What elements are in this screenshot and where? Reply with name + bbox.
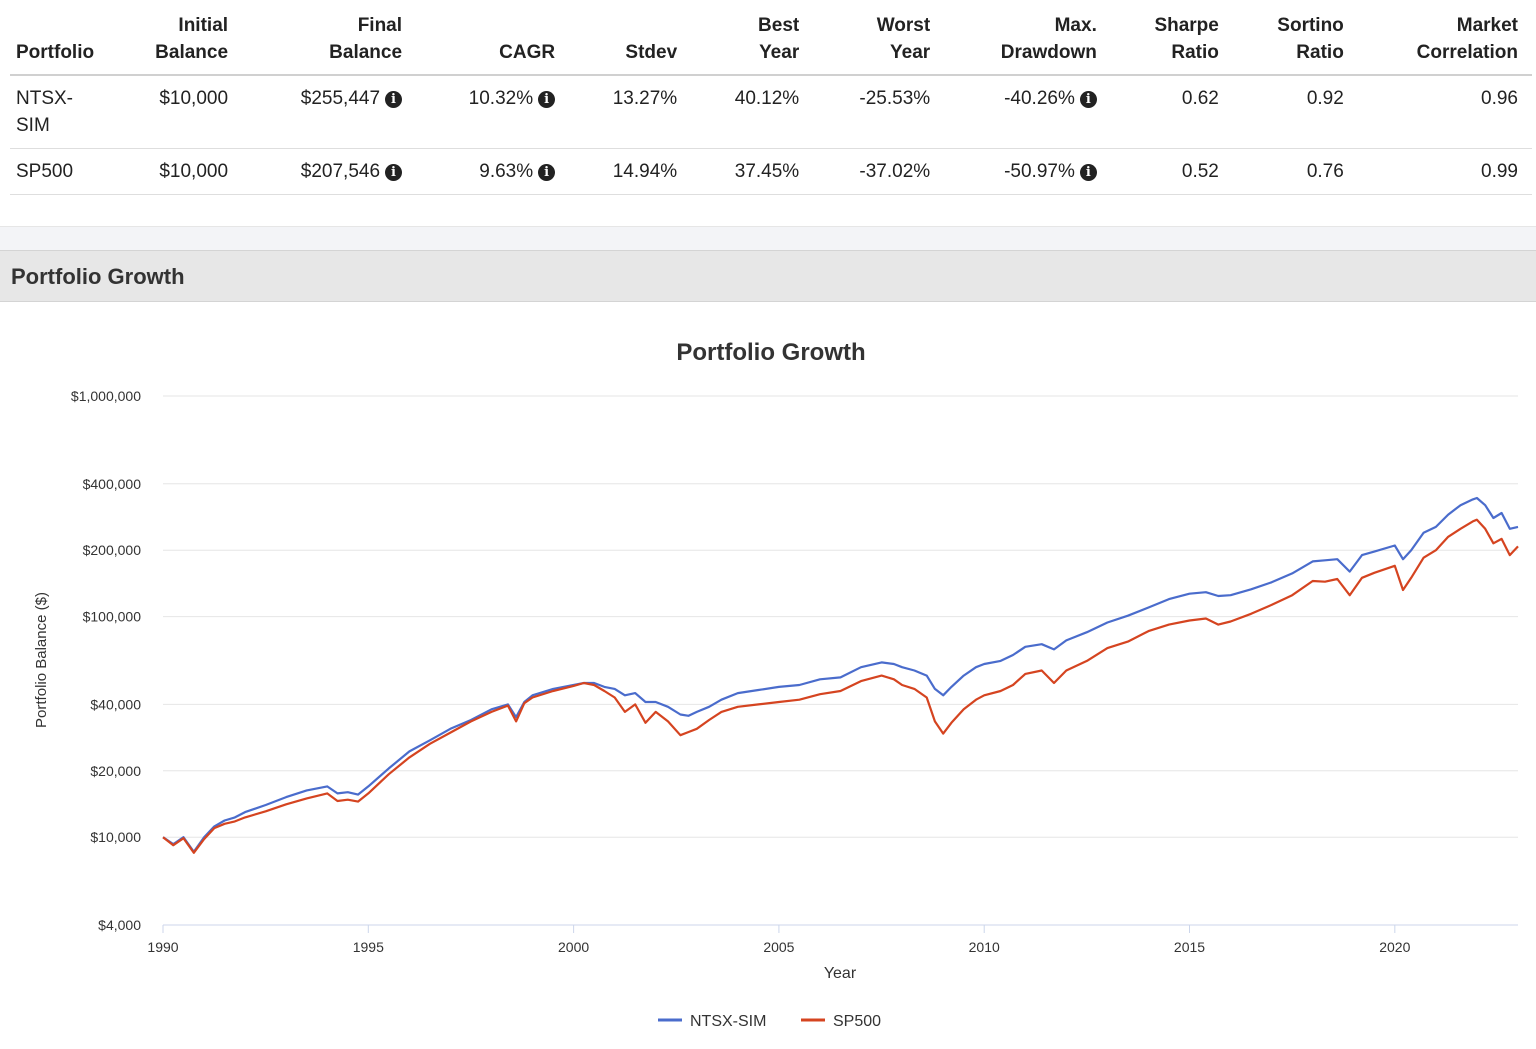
cell-best-year: 40.12% xyxy=(691,75,814,149)
section-header: Portfolio Growth xyxy=(0,250,1536,302)
x-tick-label: 1995 xyxy=(353,939,384,955)
cell-stdev: 14.94% xyxy=(569,148,692,195)
cagr-value: 10.32% xyxy=(468,88,534,109)
y-tick-label: $200,000 xyxy=(83,542,142,558)
chart-title: Portfolio Growth xyxy=(676,339,865,366)
x-axis-label: Year xyxy=(824,965,857,982)
cell-correlation: 0.99 xyxy=(1357,148,1532,195)
y-axis-label: Portfolio Balance ($) xyxy=(33,592,50,728)
series-line-ntsx-sim xyxy=(162,496,1519,853)
y-tick-label: $4,000 xyxy=(98,917,141,933)
cell-initial: $10,000 xyxy=(108,148,243,195)
final-value: $255,447 xyxy=(300,88,381,109)
cell-best-year: 37.45% xyxy=(691,148,814,195)
y-tick-label: $20,000 xyxy=(90,763,141,779)
cell-worst-year: -25.53% xyxy=(813,75,945,149)
legend-item[interactable]: NTSX-SIM xyxy=(690,1013,766,1030)
y-tick-label: $10,000 xyxy=(90,829,141,845)
drawdown-value: -50.97% xyxy=(1004,161,1075,182)
header-initial-balance[interactable]: Initial Balance xyxy=(108,8,243,76)
section-spacer xyxy=(0,226,1536,251)
portfolio-summary-table: Portfolio Initial Balance Final Balance … xyxy=(10,8,1532,195)
header-stdev[interactable]: Stdev xyxy=(569,8,692,76)
header-portfolio[interactable]: Portfolio xyxy=(10,8,109,76)
y-tick-label: $1,000,000 xyxy=(71,388,141,404)
x-tick-label: 2015 xyxy=(1174,939,1205,955)
cell-portfolio: SP500 xyxy=(10,148,109,195)
legend-item[interactable]: SP500 xyxy=(833,1013,881,1030)
table-row: SP500 $10,000 $207,546 i 9.63% i 14.94% 37… xyxy=(10,148,1532,195)
header-best-year[interactable]: Best Year xyxy=(691,8,814,76)
info-circle-icon[interactable]: i xyxy=(1079,91,1097,108)
header-max-drawdown[interactable]: Max. Drawdown xyxy=(944,8,1111,76)
y-tick-label: $40,000 xyxy=(90,696,141,712)
header-sortino-ratio[interactable]: Sortino Ratio xyxy=(1232,8,1358,76)
cell-initial: $10,000 xyxy=(108,75,243,149)
header-sharpe-ratio[interactable]: Sharpe Ratio xyxy=(1110,8,1233,76)
cell-sortino: 0.92 xyxy=(1232,75,1358,149)
cell-stdev: 13.27% xyxy=(569,75,692,149)
info-circle-icon[interactable]: i xyxy=(385,91,403,108)
cell-cagr: 9.63% i xyxy=(416,148,570,195)
table-header-row: Portfolio Initial Balance Final Balance … xyxy=(10,8,1532,76)
y-tick-label: $100,000 xyxy=(83,609,142,625)
info-circle-icon[interactable]: i xyxy=(538,91,556,108)
section-title: Portfolio Growth xyxy=(11,264,185,289)
x-tick-label: 2020 xyxy=(1379,939,1410,955)
info-circle-icon[interactable]: i xyxy=(538,164,556,181)
series-line-sp500 xyxy=(162,518,1519,854)
cell-final: $207,546 i xyxy=(242,148,417,195)
cell-correlation: 0.96 xyxy=(1357,75,1532,149)
info-circle-icon[interactable]: i xyxy=(1079,164,1097,181)
drawdown-value: -40.26% xyxy=(1004,88,1075,109)
header-worst-year[interactable]: Worst Year xyxy=(813,8,945,76)
y-tick-label: $400,000 xyxy=(83,476,142,492)
x-tick-label: 2010 xyxy=(969,939,1000,955)
header-cagr[interactable]: CAGR xyxy=(416,8,570,76)
header-market-correlation[interactable]: Market Correlation xyxy=(1357,8,1532,76)
cell-portfolio: NTSX-SIM xyxy=(10,75,109,149)
cell-worst-year: -37.02% xyxy=(813,148,945,195)
portfolio-growth-chart: $4,000 $10,000 $20,000 $40,000 $100,000 $200,… xyxy=(33,339,1519,1030)
info-circle-icon[interactable]: i xyxy=(385,164,403,181)
cell-sharpe: 0.62 xyxy=(1110,75,1233,149)
cell-max-drawdown: -40.26% i xyxy=(944,75,1111,149)
table-row: NTSX-SIM $10,000 $255,447 i 10.32% i 13.27… xyxy=(10,75,1532,149)
cell-sharpe: 0.52 xyxy=(1110,148,1233,195)
cagr-value: 9.63% xyxy=(479,161,534,182)
x-tick-label: 2005 xyxy=(763,939,794,955)
cell-max-drawdown: -50.97% i xyxy=(944,148,1111,195)
cell-final: $255,447 i xyxy=(242,75,417,149)
final-value: $207,546 xyxy=(300,161,381,182)
cell-sortino: 0.76 xyxy=(1232,148,1358,195)
cell-cagr: 10.32% i xyxy=(416,75,570,149)
header-final-balance[interactable]: Final Balance xyxy=(242,8,417,76)
x-tick-label: 2000 xyxy=(558,939,589,955)
x-tick-label: 1990 xyxy=(147,939,178,955)
